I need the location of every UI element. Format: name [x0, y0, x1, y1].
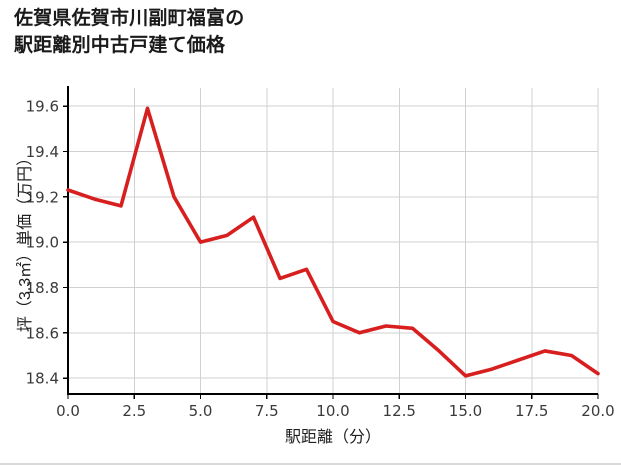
- series-line-1: [66, 106, 600, 378]
- y-tick-label: 18.4: [26, 370, 59, 388]
- y-tick-label: 19.2: [26, 188, 59, 206]
- y-tick-label: 18.6: [26, 324, 59, 342]
- x-tick-label: 12.5: [383, 402, 416, 420]
- y-axis-tick-labels: 18.4 18.6 18.8 19.0 19.2 19.4 19.6: [26, 98, 59, 388]
- x-tick-label: 7.5: [255, 402, 279, 420]
- x-tick-label: 0.0: [56, 402, 80, 420]
- y-axis-title: 坪（3.3㎡）単価（万円）: [16, 150, 34, 332]
- data-series-line: [66, 106, 600, 378]
- y-tick-label: 18.8: [26, 279, 59, 297]
- y-tick-label: 19.4: [26, 143, 59, 161]
- x-tick-label: 10.0: [316, 402, 349, 420]
- x-tick-label: 5.0: [189, 402, 213, 420]
- chart-title: 佐賀県佐賀市川副町福富の 駅距離別中古戸建て価格: [14, 8, 245, 56]
- x-tick-label: 15.0: [449, 402, 482, 420]
- figure-bottom-divider: [0, 463, 621, 465]
- x-tick-label: 2.5: [122, 402, 146, 420]
- axis-spines: [66, 86, 598, 396]
- x-axis-tick-labels: 0.0 2.5 5.0 7.5 10.0 12.5 15.0 17.5 20.0: [56, 402, 615, 420]
- x-axis-title: 駅距離（分）: [285, 428, 381, 446]
- y-tick-label: 19.6: [26, 98, 59, 116]
- x-tick-label: 17.5: [515, 402, 548, 420]
- y-tick-label: 19.0: [26, 234, 59, 252]
- x-tick-label: 20.0: [581, 402, 614, 420]
